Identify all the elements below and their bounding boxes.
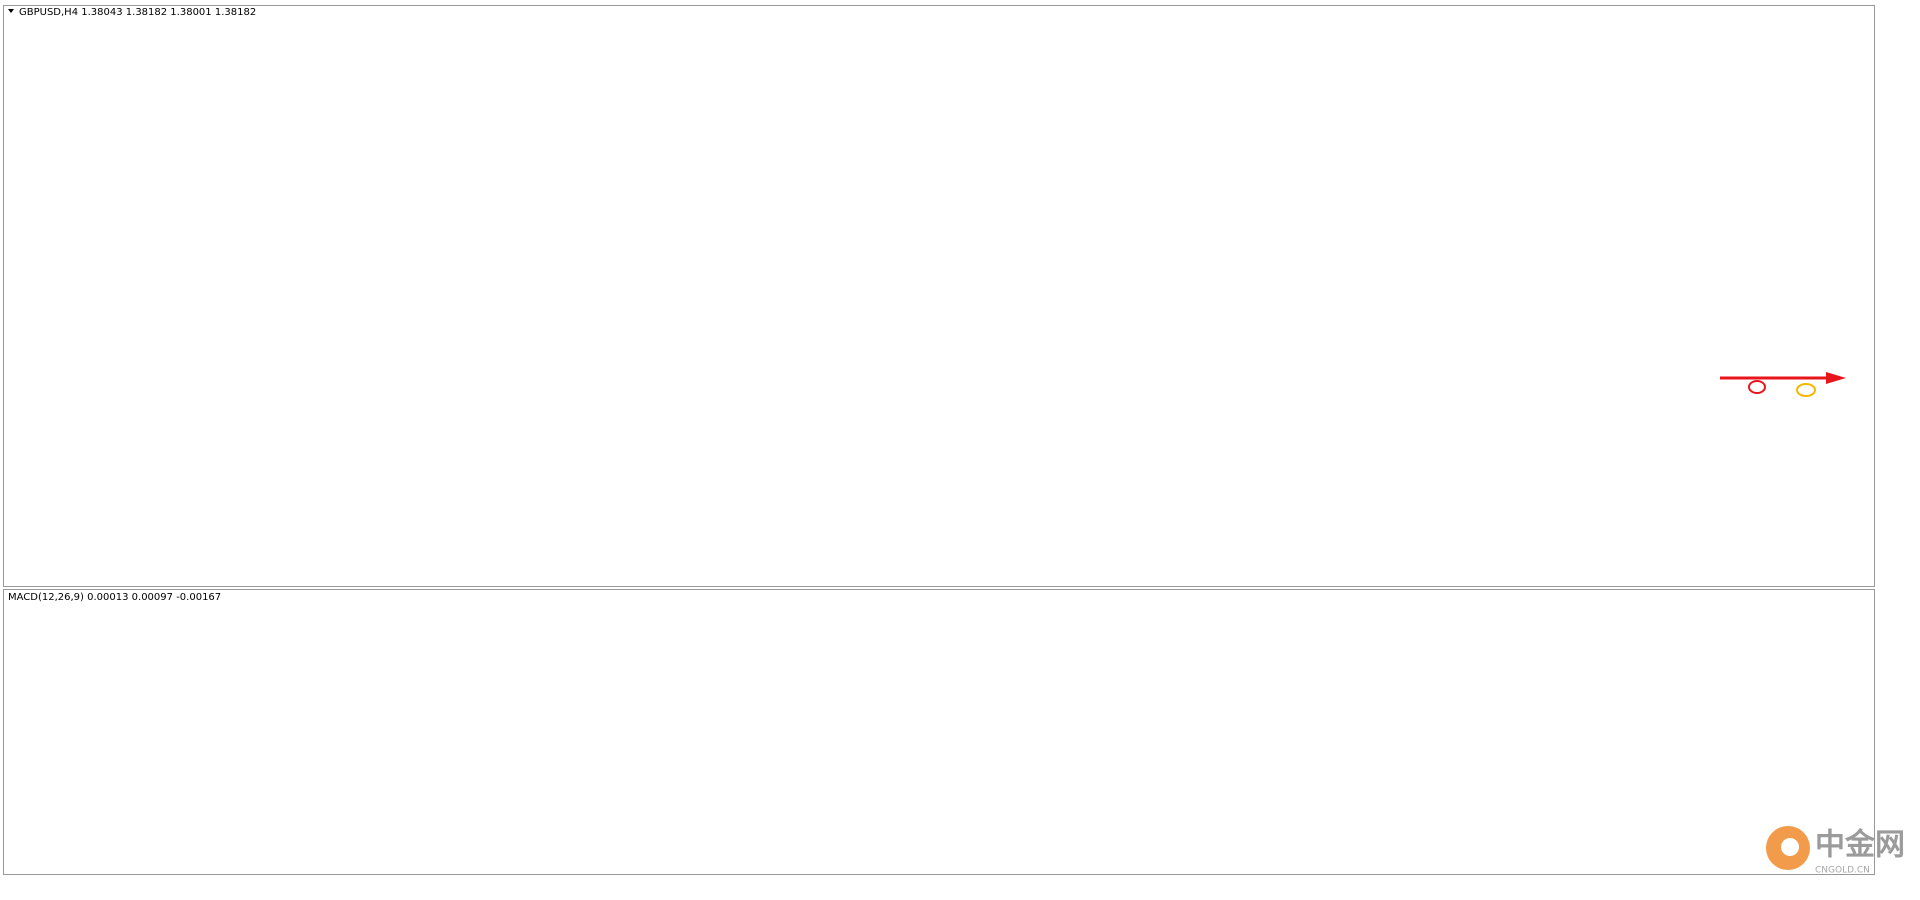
macd-pane-border [3, 589, 1875, 875]
watermark-text: 中金网 [1815, 828, 1905, 863]
watermark-logo-inner [1781, 838, 1799, 856]
watermark: 中金网 CNGOLD.CN [1766, 826, 1905, 876]
yellow-circle [1796, 383, 1816, 397]
watermark-subtext: CNGOLD.CN [1815, 866, 1870, 876]
annotations [1720, 372, 1846, 397]
arrow-head [1826, 372, 1846, 384]
red-circle [1748, 380, 1766, 394]
main-pane-border [3, 5, 1875, 587]
chart-title: GBPUSD,H4 1.38043 1.38182 1.38001 1.3818… [19, 7, 256, 18]
macd-title: MACD(12,26,9) 0.00013 0.00097 -0.00167 [8, 592, 221, 603]
menu-triangle [8, 9, 14, 13]
